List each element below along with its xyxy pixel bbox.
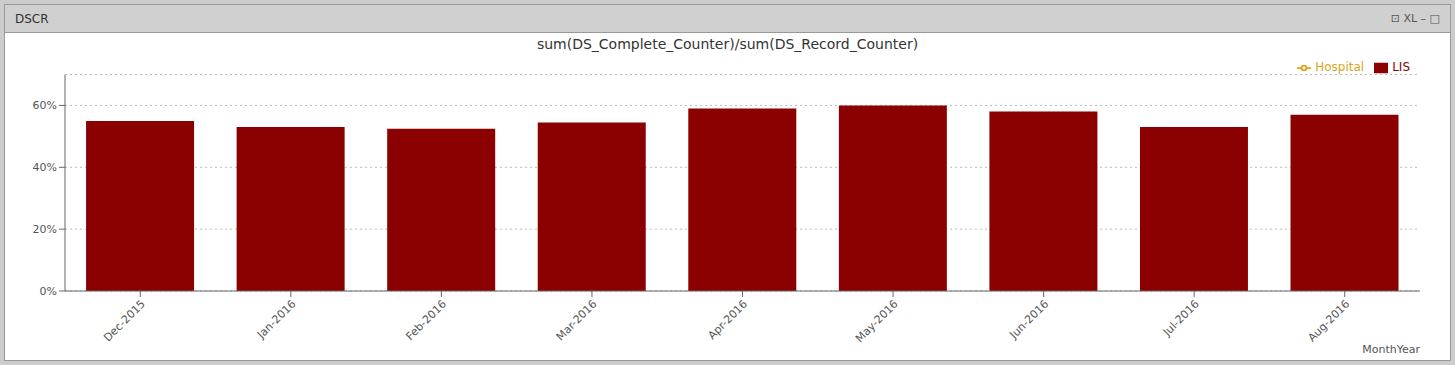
svg-text:Jun-2016: Jun-2016 xyxy=(1007,297,1052,342)
svg-text:Jan-2016: Jan-2016 xyxy=(254,297,298,341)
svg-text:60%: 60% xyxy=(33,99,57,112)
svg-text:0%: 0% xyxy=(40,285,57,298)
svg-text:Feb-2016: Feb-2016 xyxy=(403,297,449,343)
html-text:Hospital: Hospital xyxy=(1315,60,1365,74)
svg-text:Aug-2016: Aug-2016 xyxy=(1305,297,1352,344)
html-text:LIS: LIS xyxy=(1392,60,1410,74)
svg-text:Jul-2016: Jul-2016 xyxy=(1160,297,1202,339)
svg-text:Mar-2016: Mar-2016 xyxy=(554,297,600,343)
svg-text:Apr-2016: Apr-2016 xyxy=(705,297,750,342)
svg-text:May-2016: May-2016 xyxy=(853,297,901,345)
html-text:sum(DS_Complete_Counter)/sum(D: sum(DS_Complete_Counter)/sum(DS_Record_C… xyxy=(536,36,919,52)
svg-text:MonthYear: MonthYear xyxy=(1362,343,1420,356)
html-text:DSCR: DSCR xyxy=(15,11,49,26)
svg-text:20%: 20% xyxy=(33,223,57,236)
svg-text:Dec-2015: Dec-2015 xyxy=(101,297,148,344)
svg-text:40%: 40% xyxy=(33,161,57,174)
html-text:⊡ XL – □: ⊡ XL – □ xyxy=(1390,12,1440,25)
